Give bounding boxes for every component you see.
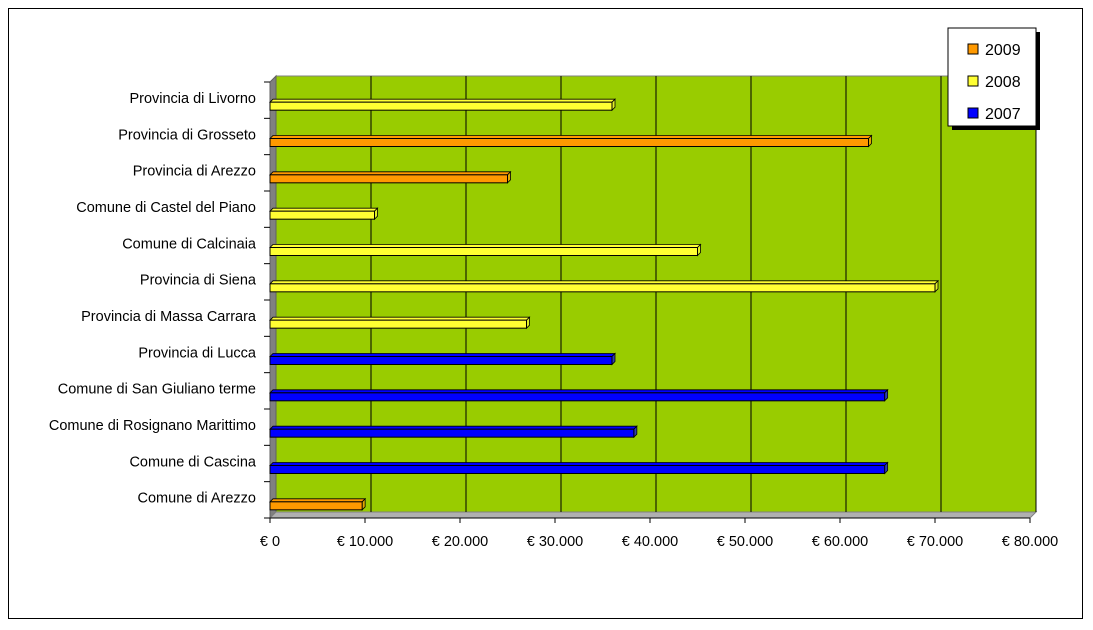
bar-front xyxy=(269,356,613,365)
category-label: Comune di Cascina xyxy=(129,454,256,470)
bar xyxy=(269,388,889,402)
category-label: Comune di Arezzo xyxy=(138,491,256,507)
x-tick-label: € 50.000 xyxy=(717,534,773,550)
legend-label: 2009 xyxy=(985,42,1021,59)
category-label: Comune di Castel del Piano xyxy=(76,200,256,216)
bar xyxy=(269,461,889,475)
legend-swatch xyxy=(967,75,979,87)
bar-front xyxy=(269,283,936,293)
category-label: Comune di San Giuliano terme xyxy=(58,382,256,398)
legend-box xyxy=(947,27,1037,127)
x-tick-label: € 40.000 xyxy=(622,534,678,550)
legend-swatch xyxy=(967,107,979,119)
x-tick-label: € 80.000 xyxy=(1002,534,1058,550)
x-tick-label: € 20.000 xyxy=(432,534,488,550)
bar-front xyxy=(269,501,363,511)
bar-front xyxy=(269,174,508,184)
plot-area xyxy=(268,74,1038,520)
category-label: Provincia di Arezzo xyxy=(133,164,256,180)
bar xyxy=(269,170,512,184)
bar-front xyxy=(269,428,635,438)
x-tick-label: € 0 xyxy=(260,534,280,550)
category-label: Comune di Rosignano Marittimo xyxy=(49,418,256,434)
legend: 2009 2008 2007 xyxy=(947,27,1040,130)
bar xyxy=(269,279,939,293)
x-axis: € 0 € 10.000 € 20.000 € 30.000 € 40.000 € 50.… xyxy=(260,517,1058,550)
legend-label: 2008 xyxy=(985,74,1021,91)
x-tick-label: € 30.000 xyxy=(527,534,583,550)
bar xyxy=(269,98,616,112)
x-tick-label: € 70.000 xyxy=(907,534,963,550)
bar xyxy=(269,316,531,330)
bar-front xyxy=(269,101,613,111)
bar-front xyxy=(269,247,698,256)
x-tick-label: € 10.000 xyxy=(337,534,393,550)
bar xyxy=(269,497,367,511)
category-label: Provincia di Massa Carrara xyxy=(81,309,257,325)
bar xyxy=(269,134,873,148)
category-label: Provincia di Livorno xyxy=(129,91,256,107)
plot-floor xyxy=(268,511,1038,519)
bar xyxy=(269,243,702,257)
category-label: Provincia di Grosseto xyxy=(118,127,256,143)
bar-front xyxy=(269,392,886,402)
x-tick-label: € 60.000 xyxy=(812,534,868,550)
category-label: Provincia di Lucca xyxy=(138,345,257,361)
bars xyxy=(269,98,939,511)
bar-front xyxy=(269,319,527,329)
category-labels: Provincia di Livorno Provincia di Grosset… xyxy=(49,81,270,519)
bar xyxy=(269,425,638,439)
bar xyxy=(269,352,616,366)
bar-front xyxy=(269,210,375,220)
bar-front xyxy=(269,465,886,474)
legend-swatch xyxy=(967,43,979,55)
legend-label: 2007 xyxy=(985,106,1021,123)
bar-front xyxy=(269,138,869,147)
category-label: Provincia di Siena xyxy=(140,273,257,289)
category-label: Comune di Calcinaia xyxy=(122,236,257,252)
bar xyxy=(269,207,379,221)
